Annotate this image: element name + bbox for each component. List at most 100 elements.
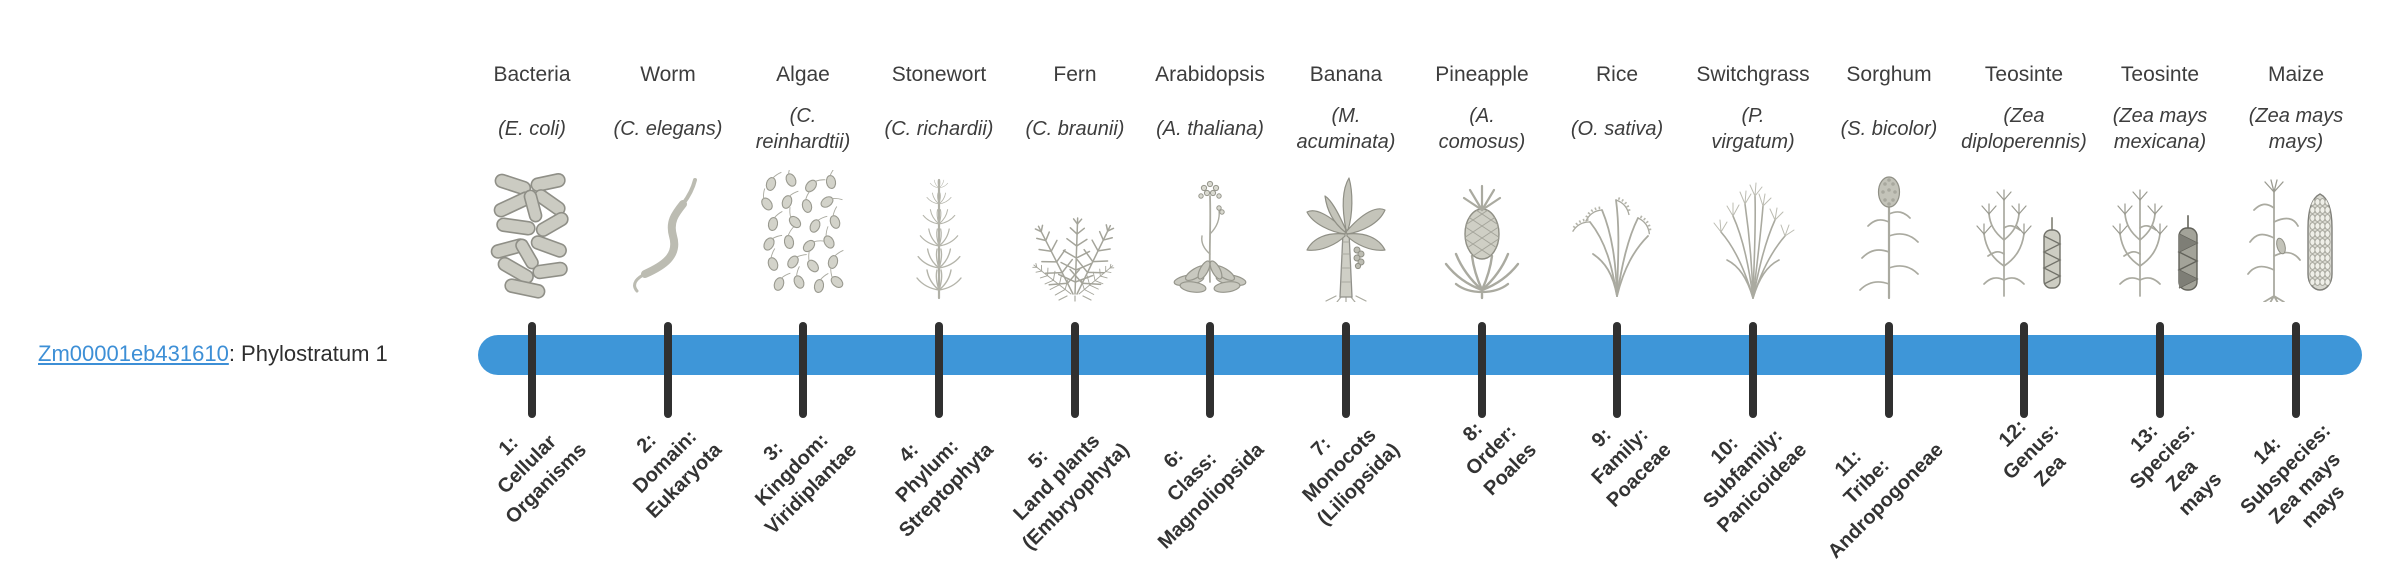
organism-scientific-name: (C. richardii) [884, 117, 994, 140]
timeline-tick [935, 322, 943, 418]
worm-icon [633, 178, 697, 293]
bacteria-icon [490, 173, 569, 299]
gene-label: Zm00001eb431610: Phylostratum 1 [38, 341, 388, 367]
timeline-tick [528, 322, 536, 418]
timeline-tick [2292, 322, 2300, 418]
organism-scientific-name: (Zea diploperennis) [1961, 104, 2087, 153]
organism-illustration [889, 170, 989, 302]
organism-label: Algae (C. reinhardtii) [718, 62, 888, 164]
fern-icon [1025, 216, 1125, 302]
timeline-bar [478, 335, 2362, 375]
organism-label: Pineapple (A. comosus) [1397, 62, 1567, 164]
organism-illustration [753, 170, 853, 302]
organism-label: Bacteria (E. coli) [447, 62, 617, 164]
organism-common-name: Stonewort [891, 63, 987, 86]
organism-illustration [2110, 170, 2210, 302]
organism-label: Banana (M. acuminata) [1261, 62, 1431, 164]
organism-common-name: Algae [776, 63, 830, 86]
phylostratum-label: 6: Class: Magnoliopsida [1153, 438, 1269, 554]
organism-scientific-name: (Zea mays mays) [2248, 104, 2344, 153]
timeline-tick [2156, 322, 2164, 418]
organism-scientific-name: (C. braunii) [1025, 117, 1125, 140]
organism-illustration [1703, 170, 1803, 302]
organism-scientific-name: (O. sativa) [1570, 117, 1664, 140]
organism-illustration [1974, 170, 2074, 302]
phylostratum-label: 7: Monocots (Liliopsida) [1298, 424, 1405, 530]
rice-icon [1571, 196, 1655, 297]
phylostratum-label: 1: Cellular Organisms [493, 431, 591, 529]
organism-common-name: Arabidopsis [1155, 63, 1265, 86]
organism-illustration [1160, 170, 1260, 302]
organism-scientific-name: (C. reinhardtii) [755, 104, 851, 153]
organism-illustration [618, 170, 718, 302]
organism-label: Maize (Zea mays mays) [2211, 62, 2381, 164]
organism-scientific-name: (A. thaliana) [1156, 117, 1264, 140]
organism-common-name: Teosinte [2120, 63, 2200, 86]
phylostratum-label: 4: Phylum: Streptophyta [891, 435, 998, 542]
organism-label: Switchgrass (P. virgatum) [1668, 62, 1838, 164]
phylostratum-label: 5: Land plants (Embryophyta) [1009, 430, 1134, 555]
timeline-tick [1071, 322, 1079, 418]
organism-label: Fern (C. braunii) [990, 62, 1160, 164]
organism-scientific-name: (P. virgatum) [1711, 104, 1795, 153]
organism-illustration [2246, 170, 2346, 302]
organism-label: Arabidopsis (A. thaliana) [1125, 62, 1295, 164]
organism-illustration [1025, 170, 1125, 302]
organism-illustration [1839, 170, 1939, 302]
organism-illustration [482, 170, 582, 302]
organism-scientific-name: (E. coli) [498, 117, 566, 140]
phylostratum-label: 2: Domain: Eukaryota [629, 425, 727, 523]
switchgrass-icon [1713, 182, 1795, 299]
timeline-tick [1342, 322, 1350, 418]
organism-scientific-name: (C. elegans) [613, 117, 723, 140]
sorghum-icon [1859, 176, 1919, 300]
timeline-tick [1478, 322, 1486, 418]
organism-illustration [1296, 170, 1396, 302]
timeline-tick [799, 322, 807, 418]
timeline-tick [1885, 322, 1893, 418]
timeline-tick [1749, 322, 1757, 418]
teosinte-diploperennis-icon [1976, 189, 2062, 297]
organism-common-name: Fern [1053, 63, 1097, 86]
phylostratum-label: 14: Subspecies: Zea mays mays [2236, 420, 2350, 533]
stonewort-icon [916, 178, 962, 300]
organism-illustration [1432, 170, 1532, 302]
organism-label: Teosinte (Zea mays mexicana) [2075, 62, 2245, 164]
phylostratum-label: 8: Order: Poales [1458, 417, 1541, 500]
banana-icon [1306, 177, 1386, 302]
organism-scientific-name: (M. acuminata) [1296, 104, 1396, 153]
organism-label: Worm (C. elegans) [583, 62, 753, 164]
maize-icon [2247, 179, 2333, 302]
phylostratum-label: 9: Family: Poaceae [1587, 423, 1676, 512]
phylostratum-label: 12: Genus: Zea [1994, 415, 2071, 491]
algae-icon [754, 170, 848, 295]
organism-common-name: Maize [2267, 63, 2325, 86]
arabidopsis-icon [1173, 180, 1247, 293]
organism-common-name: Rice [1595, 63, 1638, 86]
gene-link[interactable]: Zm00001eb431610 [38, 341, 229, 366]
organism-common-name: Switchgrass [1696, 63, 1810, 86]
organism-common-name: Sorghum [1846, 63, 1932, 86]
timeline-tick [1206, 322, 1214, 418]
organism-common-name: Pineapple [1435, 63, 1529, 86]
organism-illustration [1567, 170, 1667, 302]
organism-label: Stonewort (C. richardii) [854, 62, 1024, 164]
phylostratum-label: 13: Species: Zea mays [2125, 420, 2226, 521]
organism-label: Teosinte (Zea diploperennis) [1939, 62, 2109, 164]
organism-label: Rice (O. sativa) [1532, 62, 1702, 164]
organism-common-name: Bacteria [493, 63, 571, 86]
phylostratum-label: 3: Kingdom: Viridiplantae [751, 429, 862, 539]
organism-label: Sorghum (S. bicolor) [1804, 62, 1974, 164]
organism-common-name: Banana [1309, 63, 1383, 86]
organism-scientific-name: (Zea mays mexicana) [2112, 104, 2208, 153]
pineapple-icon [1444, 184, 1520, 300]
gene-description: : Phylostratum 1 [228, 341, 388, 366]
timeline-tick [1613, 322, 1621, 418]
organism-common-name: Worm [640, 63, 696, 86]
organism-scientific-name: (S. bicolor) [1840, 117, 1938, 140]
organism-scientific-name: (A. comosus) [1438, 104, 1526, 153]
timeline-tick [664, 322, 672, 418]
timeline-tick [2020, 322, 2028, 418]
phylostratum-label: 11: Tribe: Andropogoneae [1823, 438, 1948, 563]
